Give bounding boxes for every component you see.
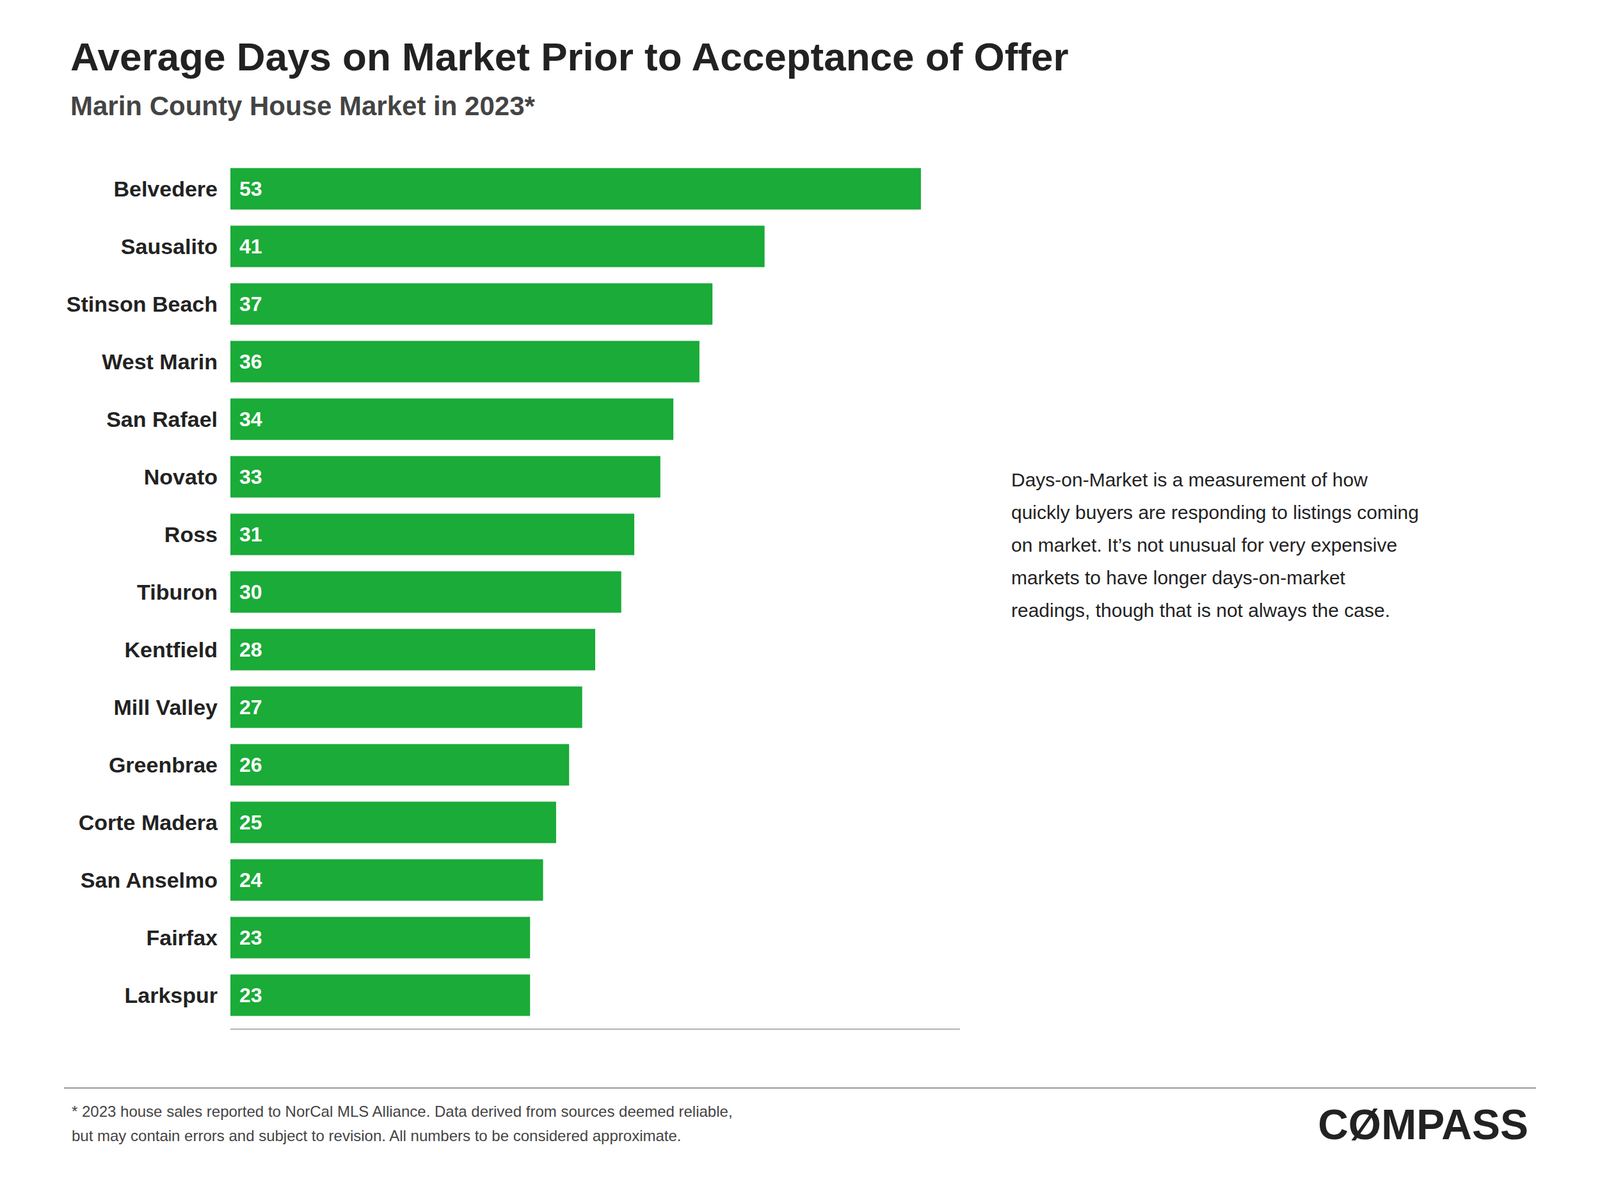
value-label: 41 (239, 234, 263, 258)
category-label: Sausalito (120, 234, 218, 259)
value-label: 28 (239, 638, 263, 662)
category-label: Belvedere (113, 176, 218, 201)
bar (230, 744, 569, 786)
category-label: Mill Valley (113, 695, 218, 720)
footer-separator (64, 1087, 1536, 1089)
x-axis-line (230, 1028, 960, 1030)
bar (230, 341, 700, 383)
bar (230, 974, 530, 1017)
category-label: West Marin (101, 349, 218, 374)
bar (230, 456, 661, 498)
value-label: 31 (239, 522, 263, 546)
bar (230, 283, 713, 326)
value-label: 53 (239, 177, 263, 201)
category-label: Tiburon (136, 579, 218, 605)
category-label: San Rafael (106, 407, 218, 432)
value-label: 33 (239, 465, 263, 489)
value-label: 26 (239, 753, 263, 777)
bar (230, 571, 622, 614)
value-label: 24 (239, 868, 263, 892)
bar (230, 801, 557, 844)
category-label: Stinson Beach (66, 291, 218, 317)
category-label: Fairfax (146, 925, 219, 950)
category-label: Larkspur (124, 983, 219, 1008)
chart: Average Days on Market Prior to Acceptan… (0, 0, 1600, 1200)
bar (230, 917, 530, 959)
value-label: 27 (239, 695, 263, 719)
bar (230, 513, 635, 556)
subtitle: Marin County House Market in 2023* (70, 90, 536, 121)
category-label: San Anselmo (80, 867, 218, 893)
labels: Belvedere 53 Sausalito 41 Stinson Beach 37 Wes… (66, 176, 263, 1008)
category-label: Kentfield (124, 637, 218, 662)
value-label: 23 (239, 983, 263, 1007)
category-label: Corte Madera (78, 810, 219, 835)
value-label: 25 (239, 810, 263, 834)
category-label: Novato (144, 464, 218, 489)
bar (230, 859, 544, 902)
value-label: 37 (239, 292, 263, 316)
bar (230, 168, 921, 210)
bars (230, 168, 921, 1017)
footnote: * 2023 house sales reported to NorCal ML… (71, 1102, 733, 1145)
bar (230, 686, 583, 729)
value-label: 23 (239, 926, 263, 950)
brand: CØMPASS (1317, 1100, 1529, 1149)
bar (230, 398, 674, 441)
category-label: Ross (164, 522, 218, 547)
value-label: 34 (239, 407, 263, 431)
annotation: Days-on-Market is a measurement of howqu… (1011, 469, 1419, 621)
value-label: 30 (239, 580, 263, 604)
bar (230, 629, 596, 671)
bar (230, 225, 765, 268)
category-label: Greenbrae (108, 752, 218, 777)
value-label: 36 (239, 350, 263, 374)
title: Average Days on Market Prior to Acceptan… (70, 34, 1069, 79)
